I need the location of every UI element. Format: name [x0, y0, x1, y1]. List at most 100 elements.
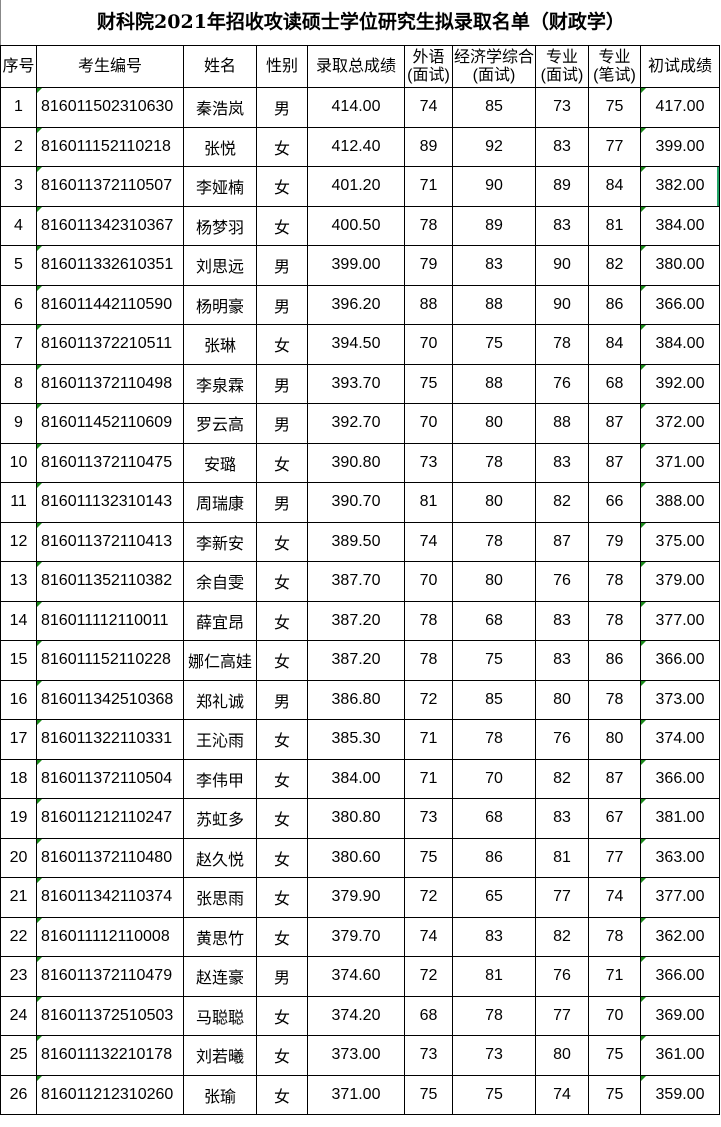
cell-candidate-id[interactable]: 816011212110247 [36, 798, 184, 839]
cell-name[interactable]: 赵连豪 [183, 956, 257, 997]
cell-name[interactable]: 李娅楠 [183, 166, 257, 207]
cell-preliminary-score[interactable]: 359.00 [640, 1074, 720, 1115]
cell-total-score[interactable]: 385.30 [307, 719, 405, 760]
cell-name[interactable]: 郑礼诚 [183, 679, 257, 720]
cell-language-interview[interactable]: 71 [404, 166, 453, 207]
cell-total-score[interactable]: 371.00 [307, 1074, 405, 1115]
header-economics-interview[interactable]: 经济学综合(面试) [452, 45, 536, 88]
cell-index[interactable]: 13 [0, 561, 37, 602]
cell-gender[interactable]: 男 [256, 956, 308, 997]
cell-name[interactable]: 杨明豪 [183, 284, 257, 325]
cell-name[interactable]: 周瑞康 [183, 482, 257, 523]
cell-gender[interactable]: 女 [256, 877, 308, 918]
cell-candidate-id[interactable]: 816011442110590 [36, 284, 184, 325]
cell-economics-interview[interactable]: 75 [452, 324, 536, 365]
cell-major-written[interactable]: 67 [588, 798, 641, 839]
cell-language-interview[interactable]: 79 [404, 245, 453, 286]
cell-candidate-id[interactable]: 816011452110609 [36, 403, 184, 444]
cell-candidate-id[interactable]: 816011132310143 [36, 482, 184, 523]
cell-index[interactable]: 12 [0, 521, 37, 562]
cell-major-interview[interactable]: 74 [535, 1074, 589, 1115]
cell-preliminary-score[interactable]: 373.00 [640, 679, 720, 720]
header-total-score[interactable]: 录取总成绩 [307, 45, 405, 88]
header-gender[interactable]: 性别 [256, 45, 308, 88]
cell-language-interview[interactable]: 70 [404, 324, 453, 365]
cell-name[interactable]: 杨梦羽 [183, 205, 257, 246]
cell-economics-interview[interactable]: 65 [452, 877, 536, 918]
cell-major-interview[interactable]: 90 [535, 284, 589, 325]
cell-index[interactable]: 6 [0, 284, 37, 325]
cell-economics-interview[interactable]: 83 [452, 916, 536, 957]
cell-major-written[interactable]: 77 [588, 837, 641, 878]
cell-major-written[interactable]: 81 [588, 205, 641, 246]
header-name[interactable]: 姓名 [183, 45, 257, 88]
cell-language-interview[interactable]: 88 [404, 284, 453, 325]
cell-total-score[interactable]: 384.00 [307, 758, 405, 799]
cell-major-written[interactable]: 86 [588, 284, 641, 325]
cell-gender[interactable]: 女 [256, 324, 308, 365]
cell-name[interactable]: 张思雨 [183, 877, 257, 918]
cell-major-interview[interactable]: 87 [535, 521, 589, 562]
cell-gender[interactable]: 男 [256, 284, 308, 325]
cell-major-interview[interactable]: 82 [535, 758, 589, 799]
cell-name[interactable]: 娜仁高娃 [183, 640, 257, 681]
cell-name[interactable]: 李新安 [183, 521, 257, 562]
cell-major-interview[interactable]: 73 [535, 87, 589, 128]
cell-preliminary-score[interactable]: 363.00 [640, 837, 720, 878]
cell-candidate-id[interactable]: 816011352110382 [36, 561, 184, 602]
cell-candidate-id[interactable]: 816011112110008 [36, 916, 184, 957]
header-index[interactable]: 序号 [0, 45, 37, 88]
cell-total-score[interactable]: 380.80 [307, 798, 405, 839]
cell-economics-interview[interactable]: 85 [452, 87, 536, 128]
cell-index[interactable]: 2 [0, 126, 37, 167]
cell-major-interview[interactable]: 76 [535, 719, 589, 760]
cell-candidate-id[interactable]: 816011322110331 [36, 719, 184, 760]
cell-major-written[interactable]: 78 [588, 561, 641, 602]
cell-major-interview[interactable]: 81 [535, 837, 589, 878]
cell-economics-interview[interactable]: 68 [452, 600, 536, 641]
cell-gender[interactable]: 女 [256, 166, 308, 207]
cell-preliminary-score[interactable]: 374.00 [640, 719, 720, 760]
header-major-written[interactable]: 专业(笔试) [588, 45, 641, 88]
cell-index[interactable]: 25 [0, 1035, 37, 1076]
cell-candidate-id[interactable]: 816011152110228 [36, 640, 184, 681]
cell-economics-interview[interactable]: 88 [452, 284, 536, 325]
cell-economics-interview[interactable]: 78 [452, 719, 536, 760]
cell-total-score[interactable]: 393.70 [307, 363, 405, 404]
cell-economics-interview[interactable]: 73 [452, 1035, 536, 1076]
cell-total-score[interactable]: 401.20 [307, 166, 405, 207]
cell-name[interactable]: 张瑜 [183, 1074, 257, 1115]
cell-gender[interactable]: 女 [256, 521, 308, 562]
cell-candidate-id[interactable]: 816011372110507 [36, 166, 184, 207]
cell-candidate-id[interactable]: 816011372110498 [36, 363, 184, 404]
cell-language-interview[interactable]: 74 [404, 87, 453, 128]
cell-candidate-id[interactable]: 816011342310367 [36, 205, 184, 246]
cell-language-interview[interactable]: 75 [404, 363, 453, 404]
header-preliminary-score[interactable]: 初试成绩 [640, 45, 720, 88]
cell-preliminary-score[interactable]: 377.00 [640, 877, 720, 918]
cell-name[interactable]: 安璐 [183, 442, 257, 483]
cell-language-interview[interactable]: 74 [404, 521, 453, 562]
cell-candidate-id[interactable]: 816011152110218 [36, 126, 184, 167]
cell-gender[interactable]: 女 [256, 837, 308, 878]
cell-major-interview[interactable]: 78 [535, 324, 589, 365]
cell-language-interview[interactable]: 75 [404, 837, 453, 878]
cell-major-interview[interactable]: 83 [535, 126, 589, 167]
cell-name[interactable]: 黄思竹 [183, 916, 257, 957]
cell-index[interactable]: 18 [0, 758, 37, 799]
cell-gender[interactable]: 男 [256, 403, 308, 444]
cell-gender[interactable]: 女 [256, 205, 308, 246]
cell-major-written[interactable]: 80 [588, 719, 641, 760]
cell-major-interview[interactable]: 89 [535, 166, 589, 207]
cell-language-interview[interactable]: 70 [404, 561, 453, 602]
cell-major-written[interactable]: 71 [588, 956, 641, 997]
cell-language-interview[interactable]: 73 [404, 798, 453, 839]
cell-total-score[interactable]: 379.70 [307, 916, 405, 957]
cell-gender[interactable]: 女 [256, 719, 308, 760]
cell-language-interview[interactable]: 78 [404, 205, 453, 246]
cell-gender[interactable]: 女 [256, 126, 308, 167]
cell-candidate-id[interactable]: 816011372110413 [36, 521, 184, 562]
cell-index[interactable]: 17 [0, 719, 37, 760]
cell-name[interactable]: 李泉霖 [183, 363, 257, 404]
cell-total-score[interactable]: 390.70 [307, 482, 405, 523]
